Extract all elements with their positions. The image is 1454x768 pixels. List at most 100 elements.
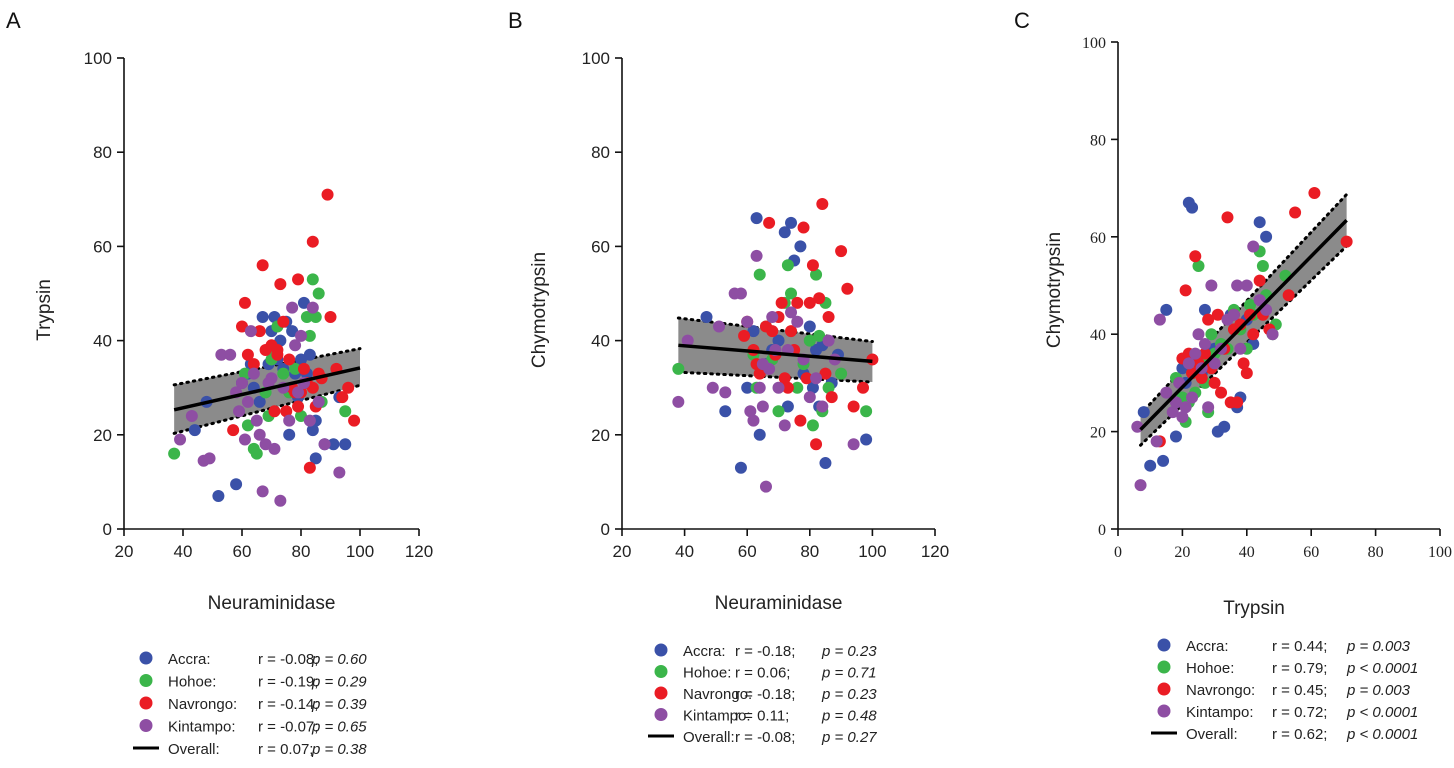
data-point: [813, 292, 826, 305]
x-tick-label: 20: [1174, 544, 1190, 561]
data-point: [295, 409, 307, 422]
x-tick-label: 100: [346, 542, 374, 561]
data-point: [791, 381, 804, 394]
data-point: [1237, 357, 1250, 370]
data-point: [185, 409, 198, 422]
data-point: [339, 405, 352, 418]
legend-label: Overall:: [168, 741, 220, 758]
data-point: [753, 268, 766, 281]
data-point: [1234, 342, 1247, 355]
data-point: [747, 325, 760, 338]
data-point: [1202, 401, 1215, 414]
data-point: [1192, 260, 1205, 273]
data-point: [1205, 279, 1218, 292]
data-point: [835, 367, 848, 380]
y-tick-label: 60: [591, 237, 610, 256]
data-point: [1169, 430, 1182, 443]
data-point: [324, 311, 337, 324]
x-tick-label: 120: [405, 542, 433, 561]
data-point: [274, 494, 287, 507]
y-axis-label: Chymotrypsin: [1044, 232, 1065, 348]
y-tick-label: 40: [591, 332, 610, 351]
legend-dot: [139, 696, 153, 710]
data-point: [271, 344, 284, 357]
data-point: [292, 386, 305, 399]
x-tick-label: 40: [174, 542, 193, 561]
data-point: [766, 325, 779, 338]
data-point: [825, 391, 838, 404]
legend-label: Navrongo:: [683, 686, 752, 703]
data-point: [1198, 337, 1211, 350]
data-point: [1189, 250, 1202, 263]
data-point: [822, 381, 835, 394]
legend-r-value: r = -0.14;: [258, 696, 318, 713]
data-point: [706, 381, 719, 394]
x-tick-label: 40: [675, 542, 694, 561]
data-point: [753, 428, 766, 441]
data-point: [1253, 216, 1266, 229]
legend-r-value: r = 0.45;: [1272, 682, 1327, 699]
data-point: [1186, 391, 1199, 404]
data-point: [283, 428, 296, 441]
data-point: [781, 381, 794, 394]
x-tick-label: 20: [613, 542, 632, 561]
legend-p-value: p = 0.29: [311, 674, 367, 691]
data-point: [1260, 230, 1273, 243]
data-point: [300, 311, 313, 324]
data-point: [309, 311, 322, 324]
data-point: [256, 485, 269, 498]
data-point: [1227, 308, 1240, 321]
data-point: [1247, 328, 1260, 341]
legend-label: Kintampo:: [1186, 704, 1254, 721]
data-point: [241, 348, 254, 361]
data-point: [1289, 206, 1302, 219]
legend-p-value: p = 0.23: [821, 643, 877, 660]
data-point: [1144, 459, 1157, 472]
data-point: [174, 433, 187, 446]
data-point: [1182, 357, 1195, 370]
legend-label: Overall:: [1186, 726, 1238, 743]
data-point: [785, 287, 798, 300]
data-point: [860, 405, 873, 418]
data-point: [268, 405, 281, 418]
data-point: [1195, 372, 1208, 385]
data-point: [791, 296, 804, 309]
legend-dot: [1157, 704, 1171, 718]
data-point: [1134, 479, 1147, 492]
data-point: [772, 381, 785, 394]
legend-p-value: p = 0.003: [1346, 682, 1411, 699]
data-point: [250, 414, 263, 427]
legend-p-value: p = 0.003: [1346, 638, 1411, 655]
data-point: [303, 414, 316, 427]
data-point: [857, 381, 870, 394]
data-point: [794, 414, 807, 427]
data-point: [816, 198, 829, 211]
data-point: [1150, 435, 1163, 448]
y-tick-label: 40: [1090, 327, 1106, 344]
x-tick-label: 60: [233, 542, 252, 561]
data-point: [781, 259, 794, 272]
data-point: [203, 452, 216, 465]
x-tick-label: 80: [1368, 544, 1384, 561]
data-point: [321, 188, 334, 201]
data-point: [348, 414, 361, 427]
data-point: [672, 395, 685, 408]
data-point: [259, 438, 272, 451]
data-point: [1215, 386, 1228, 399]
x-tick-label: 20: [115, 542, 134, 561]
data-point: [236, 320, 248, 333]
data-point: [230, 478, 243, 491]
data-point: [756, 358, 769, 371]
data-point: [772, 405, 785, 418]
x-tick-label: 0: [1114, 544, 1122, 561]
legend-r-value: r = -0.08;: [258, 651, 318, 668]
data-point: [806, 259, 819, 272]
legend-p-value: p = 0.71: [821, 665, 877, 682]
data-point: [772, 334, 785, 347]
data-point: [256, 259, 269, 272]
data-point: [810, 438, 823, 451]
legend-label: Hohoe:: [683, 665, 731, 682]
x-axis-label: Trypsin: [1223, 598, 1285, 619]
x-axis-label: Neuraminidase: [208, 593, 336, 614]
